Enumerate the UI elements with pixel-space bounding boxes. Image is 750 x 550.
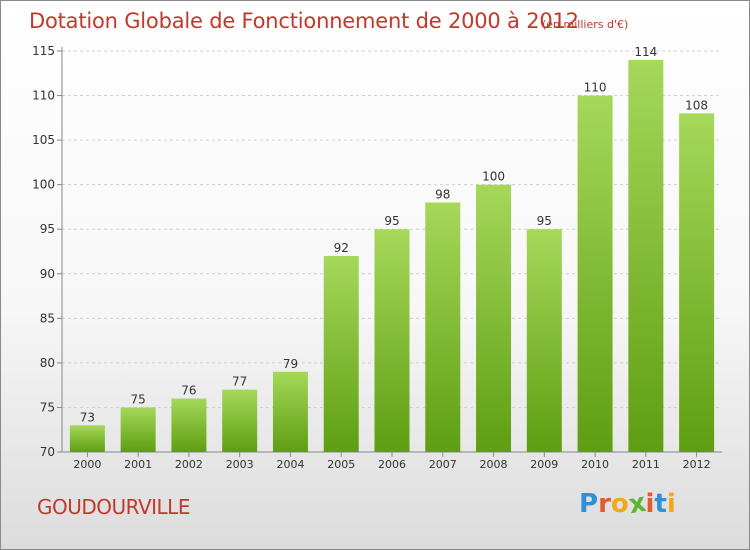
data-label: 75 bbox=[131, 392, 146, 406]
proxiti-logo[interactable]: Proxiti bbox=[579, 488, 676, 520]
y-tick-label: 115 bbox=[32, 44, 55, 58]
x-tick-label: 2010 bbox=[581, 458, 609, 471]
x-tick-label: 2000 bbox=[73, 458, 101, 471]
x-tick-label: 2011 bbox=[632, 458, 660, 471]
data-label: 108 bbox=[685, 98, 708, 112]
y-tick-label: 85 bbox=[40, 311, 55, 325]
data-label: 95 bbox=[384, 214, 399, 228]
data-label: 73 bbox=[80, 410, 95, 424]
logo-letter: r bbox=[598, 489, 611, 519]
bar bbox=[323, 255, 359, 452]
bar bbox=[628, 59, 664, 453]
x-tick-label: 2005 bbox=[327, 458, 355, 471]
data-label: 114 bbox=[634, 45, 657, 59]
bar bbox=[425, 202, 461, 452]
y-tick-label: 95 bbox=[40, 222, 55, 236]
chart-title: Dotation Globale de Fonctionnement de 20… bbox=[29, 9, 579, 33]
y-tick-label: 100 bbox=[32, 178, 55, 192]
bar bbox=[476, 184, 512, 452]
data-label: 110 bbox=[584, 81, 607, 95]
x-tick-label: 2001 bbox=[124, 458, 152, 471]
bar bbox=[272, 371, 308, 452]
x-tick-label: 2012 bbox=[683, 458, 711, 471]
x-tick-label: 2004 bbox=[276, 458, 304, 471]
x-tick-label: 2009 bbox=[530, 458, 558, 471]
x-tick-label: 2002 bbox=[175, 458, 203, 471]
chart-unit: (en milliers d'€) bbox=[542, 18, 629, 31]
data-label: 100 bbox=[482, 170, 505, 184]
logo-letter: t bbox=[654, 489, 667, 519]
bar bbox=[69, 425, 105, 452]
x-tick-label: 2006 bbox=[378, 458, 406, 471]
logo-letter: o bbox=[610, 489, 629, 519]
y-tick-label: 105 bbox=[32, 133, 55, 147]
bar bbox=[374, 229, 410, 452]
logo-letter: P bbox=[579, 489, 599, 519]
bar bbox=[120, 407, 156, 452]
x-tick-label: 2003 bbox=[226, 458, 254, 471]
bar bbox=[222, 389, 258, 452]
data-label: 76 bbox=[181, 384, 196, 398]
data-label: 95 bbox=[537, 214, 552, 228]
bar bbox=[577, 95, 613, 453]
logo-letter: i bbox=[666, 489, 676, 519]
bar bbox=[526, 229, 562, 452]
logo-letter: i bbox=[645, 489, 655, 519]
y-tick-label: 70 bbox=[40, 445, 55, 459]
y-tick-label: 90 bbox=[40, 267, 55, 281]
data-label: 98 bbox=[435, 187, 450, 201]
data-label: 79 bbox=[283, 357, 298, 371]
data-label: 92 bbox=[334, 241, 349, 255]
data-label: 77 bbox=[232, 375, 247, 389]
y-tick-label: 110 bbox=[32, 89, 55, 103]
y-tick-label: 80 bbox=[40, 356, 55, 370]
bar bbox=[171, 398, 207, 452]
x-tick-label: 2008 bbox=[480, 458, 508, 471]
x-tick-label: 2007 bbox=[429, 458, 457, 471]
commune-name: GOUDOURVILLE bbox=[37, 495, 190, 519]
y-tick-label: 75 bbox=[40, 400, 55, 414]
bar bbox=[679, 113, 715, 452]
